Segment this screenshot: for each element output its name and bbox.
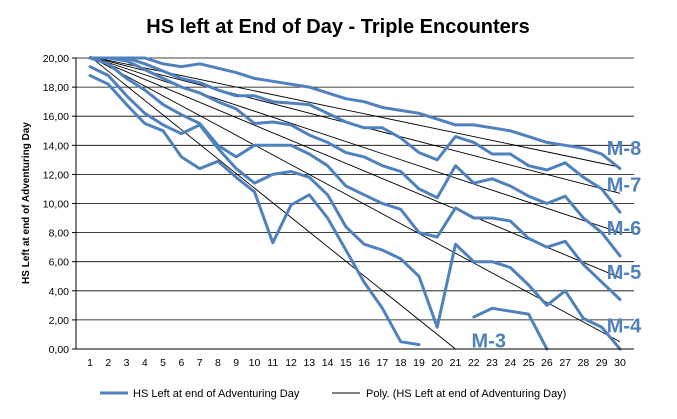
axes: 0,00 2,00 4,00 6,00 8,00 10,00 12,00 14,00 16,00… <box>43 53 634 369</box>
y-tick-label: 6,00 <box>49 257 70 269</box>
x-tick-label: 25 <box>523 357 535 369</box>
series-line-m-3 <box>472 306 549 351</box>
x-tick-label: 1 <box>87 357 93 369</box>
x-tick-label: 21 <box>450 357 462 369</box>
chart-title: HS left at End of Day - Triple Encounter… <box>146 16 529 38</box>
x-tick-label: 22 <box>468 357 480 369</box>
series-tag-m-3: M-3 <box>472 330 506 352</box>
series-tag-m-7: M-7 <box>607 175 641 197</box>
y-tick-label: 10,00 <box>43 199 69 211</box>
x-tick-label: 29 <box>596 357 608 369</box>
x-tick-label: 2 <box>105 357 111 369</box>
x-tick-label: 3 <box>124 357 130 369</box>
y-tick-label: 0,00 <box>49 344 70 356</box>
y-tick-label: 16,00 <box>43 111 69 123</box>
series-line-m-4 <box>88 65 622 351</box>
series-tags: M-8 M-7 M-6 M-5 M-4 M-3 <box>472 138 643 352</box>
x-tick-label: 14 <box>322 357 334 369</box>
x-tick-label: 8 <box>215 357 221 369</box>
x-tick-label: 10 <box>249 357 261 369</box>
y-tick-label: 8,00 <box>49 228 70 240</box>
x-tick-label: 4 <box>142 357 148 369</box>
y-tick-label: 14,00 <box>43 140 69 152</box>
x-tick-label: 27 <box>559 357 571 369</box>
x-tick-label: 7 <box>197 357 203 369</box>
y-tick-label: 18,00 <box>43 82 69 94</box>
x-tick-label: 24 <box>505 357 517 369</box>
x-tick-label: 23 <box>486 357 498 369</box>
trendline-m-3 <box>89 56 456 350</box>
x-tick-label: 11 <box>267 357 278 369</box>
series-line-m-5 <box>88 56 622 301</box>
trendline-m-8 <box>89 56 621 168</box>
y-axis-label: HS Left at end of Adventuring Day <box>21 122 32 284</box>
y-tick-label: 12,00 <box>43 169 69 181</box>
legend: HS Left at end of Adventuring Day Poly. … <box>100 388 566 400</box>
series-tag-m-4: M-4 <box>607 316 642 338</box>
x-tick-label: 6 <box>178 357 184 369</box>
series-line-m-8 <box>88 56 622 171</box>
x-tick-label: 12 <box>285 357 297 369</box>
trendline-m-4 <box>89 56 621 343</box>
x-tick-label: 20 <box>431 357 443 369</box>
x-tick-label: 26 <box>541 357 553 369</box>
x-tick-label: 17 <box>377 357 389 369</box>
x-tick-label: 15 <box>340 357 352 369</box>
series-line-m-3 <box>88 74 421 347</box>
x-tick-label: 16 <box>358 357 370 369</box>
y-tick-label: 20,00 <box>43 53 69 65</box>
x-tick-label: 9 <box>233 357 239 369</box>
x-tick-label: 28 <box>578 357 590 369</box>
y-tick-label: 2,00 <box>49 315 70 327</box>
series-line-m-7 <box>88 56 622 214</box>
y-tick-label: 4,00 <box>49 286 70 298</box>
series-tag-m-5: M-5 <box>607 262 641 284</box>
series-lines <box>88 56 622 351</box>
x-tick-label: 13 <box>303 357 315 369</box>
x-tick-label: 19 <box>413 357 425 369</box>
x-tick-label: 5 <box>160 357 166 369</box>
legend-trend-label: Poly. (HS Left at end of Adventuring Day… <box>366 388 566 400</box>
grid <box>76 57 634 321</box>
series-line-m-6 <box>88 56 622 258</box>
x-tick-label: 18 <box>395 357 407 369</box>
series-tag-m-8: M-8 <box>607 138 641 160</box>
legend-series-label: HS Left at end of Adventuring Day <box>133 388 300 400</box>
x-tick-label: 30 <box>614 357 626 369</box>
series-tag-m-6: M-6 <box>607 218 641 240</box>
